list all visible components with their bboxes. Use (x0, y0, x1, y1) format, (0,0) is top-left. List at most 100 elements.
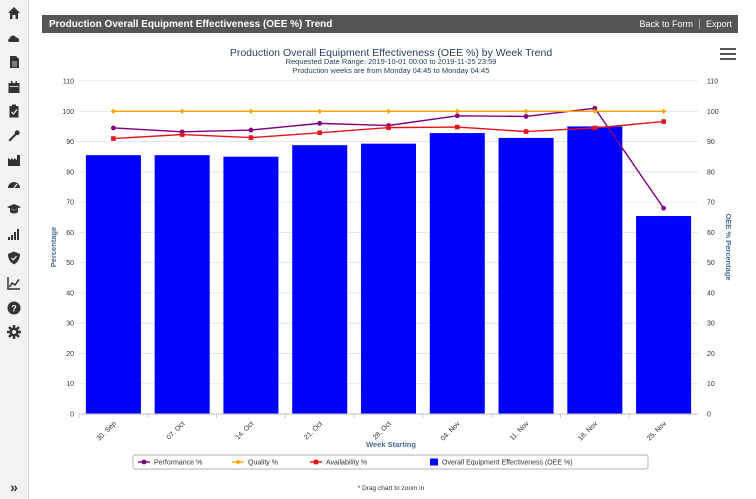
performance-point[interactable] (454, 113, 460, 119)
y-right-tick-label: 40 (707, 290, 715, 297)
quality-point[interactable] (454, 108, 460, 114)
oee-legend-label[interactable]: Overall Equipment Effectiveness (OEE %) (442, 460, 573, 467)
performance-point[interactable] (317, 120, 323, 126)
y-tick-label: 40 (66, 290, 74, 297)
performance-point[interactable] (179, 129, 185, 135)
y-tick-label: 80 (66, 169, 74, 176)
chart-subtitle-date-range: Requested Date Range: 2019-10-01 00:00 t… (286, 57, 497, 66)
y-right-tick-label: 80 (707, 169, 715, 176)
wrench-icon[interactable] (4, 126, 24, 146)
oee-bar[interactable] (636, 216, 692, 414)
x-tick-label: 18. Nov (577, 420, 599, 442)
back-to-form-button[interactable]: Back to Form (639, 19, 693, 29)
performance-point[interactable] (386, 123, 391, 128)
y-right-tick-label: 20 (707, 351, 715, 358)
cloud-icon[interactable] (4, 28, 24, 48)
performance-line (113, 107, 665, 209)
availability-point[interactable] (111, 136, 116, 141)
graduation-icon[interactable] (4, 199, 24, 219)
performance-legend-label[interactable]: Performance % (154, 460, 202, 467)
y-axis-title: Percentage (49, 227, 58, 267)
y-tick-label: 70 (66, 200, 74, 207)
quality-point[interactable] (523, 108, 529, 114)
y-right-tick-label: 10 (707, 381, 715, 388)
oee-bar[interactable] (360, 143, 417, 414)
chart-menu-icon[interactable] (720, 46, 736, 60)
quality-legend-marker[interactable] (235, 459, 241, 465)
y-right-tick-label: 70 (707, 200, 715, 207)
clipboard-icon[interactable] (4, 101, 24, 121)
oee-bar[interactable] (498, 137, 554, 414)
y-tick-label: 50 (66, 260, 74, 267)
oee-bar[interactable] (85, 155, 141, 414)
x-tick-label: 07. Oct (166, 420, 187, 441)
x-tick-label: 28. Oct (372, 420, 393, 441)
y-tick-label: 30 (66, 321, 74, 328)
performance-point[interactable] (248, 127, 254, 133)
shield-check-icon[interactable] (4, 248, 24, 268)
availability-point[interactable] (454, 124, 460, 130)
help-icon[interactable]: ? (4, 298, 24, 318)
oee-bar[interactable] (223, 156, 279, 414)
chart-title: Production Overall Equipment Effectivene… (230, 47, 553, 59)
quality-point[interactable] (110, 108, 116, 114)
y-right-tick-label: 90 (707, 139, 715, 146)
y-tick-label: 100 (62, 109, 74, 116)
availability-legend-label[interactable]: Availability % (326, 460, 367, 467)
quality-point[interactable] (385, 108, 392, 114)
area-chart-icon[interactable] (4, 273, 24, 293)
availability-point[interactable] (592, 125, 598, 131)
page-title: Production Overall Equipment Effectivene… (49, 18, 333, 30)
page-header: Production Overall Equipment Effectivene… (42, 15, 738, 33)
home-icon[interactable] (4, 3, 24, 23)
oee-bar[interactable] (429, 133, 485, 414)
quality-legend-label[interactable]: Quality % (248, 460, 278, 467)
svg-text:?: ? (11, 303, 17, 313)
expand-sidebar-button[interactable]: » (10, 479, 18, 495)
performance-point[interactable] (661, 205, 667, 211)
x-tick-label: 21. Oct (303, 420, 324, 441)
y-right-tick-label: 100 (707, 109, 719, 116)
export-button[interactable]: Export (705, 19, 732, 29)
x-tick-label: 30. Sep (96, 420, 118, 442)
quality-point[interactable] (179, 108, 185, 114)
performance-point[interactable] (592, 105, 598, 111)
quality-point[interactable] (592, 108, 598, 114)
chart-subtitle-production-weeks: Production weeks are from Monday 04:45 t… (293, 66, 490, 75)
performance-point[interactable] (110, 125, 116, 131)
header-divider (698, 19, 700, 29)
oee-bar[interactable] (154, 155, 210, 414)
bar-signal-icon[interactable] (4, 224, 24, 244)
availability-point[interactable] (179, 132, 185, 137)
availability-line (113, 120, 664, 140)
availability-point[interactable] (248, 135, 254, 140)
y-tick-label: 0 (70, 412, 74, 419)
gear-icon[interactable] (4, 322, 24, 342)
quality-point[interactable] (248, 108, 254, 114)
quality-point[interactable] (661, 108, 667, 114)
legend-box (132, 454, 649, 470)
calendar-icon[interactable] (4, 77, 24, 97)
availability-point[interactable] (386, 125, 391, 130)
x-tick-label: 04. Nov (440, 420, 462, 442)
y-tick-label: 10 (66, 381, 74, 388)
x-tick-label: 14. Oct (234, 420, 255, 441)
availability-point[interactable] (661, 119, 666, 124)
document-icon[interactable] (4, 52, 24, 72)
oee-bar[interactable] (292, 145, 348, 415)
availability-point[interactable] (523, 129, 529, 134)
quality-point[interactable] (317, 108, 323, 114)
availability-point[interactable] (317, 130, 323, 136)
factory-icon[interactable] (4, 150, 24, 170)
y-axis-right-title: OEE % Percentage (724, 213, 733, 280)
performance-point[interactable] (523, 114, 529, 119)
y-tick-label: 20 (66, 351, 74, 358)
oee-bar[interactable] (567, 126, 623, 414)
availability-legend-marker[interactable] (313, 459, 319, 465)
y-right-tick-label: 110 (707, 79, 718, 86)
zoom-hint: * Drag chart to zoom in (358, 485, 425, 492)
performance-legend-marker[interactable] (141, 459, 147, 465)
dashboard-icon[interactable] (4, 175, 24, 195)
x-axis-title: Week Starting (366, 440, 416, 449)
